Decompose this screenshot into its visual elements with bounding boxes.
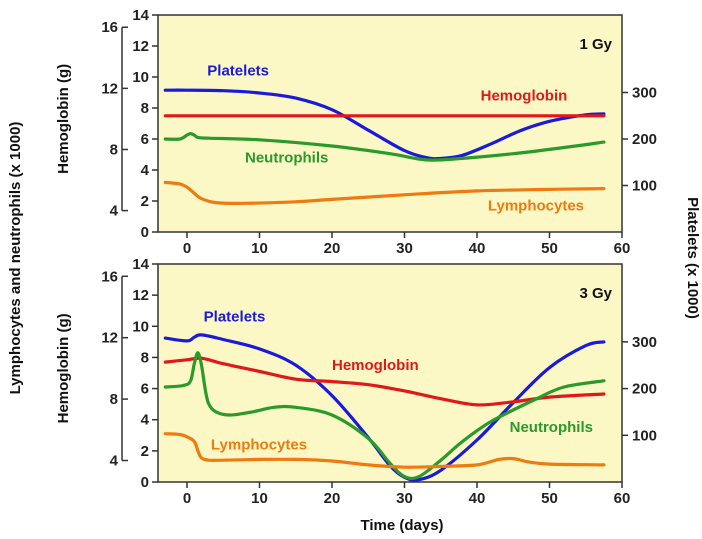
right-axis-title: Platelets (x 1000) [684,197,701,319]
y-tick-label: 8 [141,349,149,366]
x-tick-label: 10 [251,490,268,507]
y-tick-label: 12 [132,38,149,55]
x-tick-label: 60 [614,490,631,507]
right-tick-label: 300 [632,334,657,351]
left-axis-title: Lymphocytes and neutrophils (x 1000) [7,122,24,395]
x-tick-label: 30 [396,240,413,257]
series-line-neutrophils [163,132,606,162]
series-label-neutrophils: Neutrophils [245,149,328,166]
series-line-lymphocytes [163,180,606,205]
right-tick-label: 100 [632,178,657,195]
hemoglobin-tick-label: 16 [101,268,118,285]
x-tick-label: 10 [251,240,268,257]
hemoglobin-tick-label: 4 [110,453,119,470]
series-label-lymphocytes: Lymphocytes [488,197,584,214]
panel-3-gy: 0 2 4 6 8 10 12 14 0 10 20 30 40 50 60 100 200 300 4 8 12 16 H… [55,256,657,507]
x-tick-label: 60 [614,240,631,257]
series-label-hemoglobin: Hemoglobin [481,87,568,104]
series-label-platelets: Platelets [204,309,266,326]
dose-label: 1 Gy [579,36,612,53]
x-tick-label: 40 [469,240,486,257]
hemoglobin-tick-label: 12 [101,80,118,97]
y-tick-label: 6 [141,131,149,148]
series-label-hemoglobin: Hemoglobin [332,357,419,374]
right-tick-label: 200 [632,381,657,398]
hemoglobin-tick-label: 8 [110,141,118,158]
y-tick-label: 4 [141,412,150,429]
panel-1-gy: 0 2 4 6 8 10 12 14 0 10 20 30 40 50 60 100 200 300 4 8 12 16 H… [55,7,657,257]
x-tick-label: 50 [541,240,558,257]
y-tick-label: 6 [141,381,149,398]
right-tick-label: 300 [632,85,657,102]
y-tick-label: 10 [132,69,149,86]
y-tick-label: 0 [141,224,149,241]
x-tick-label: 0 [183,240,191,257]
x-tick-label: 20 [324,490,341,507]
series-line-hemoglobin [163,356,606,407]
y-tick-label: 12 [132,287,149,304]
y-tick-label: 8 [141,100,149,117]
series-label-neutrophils: Neutrophils [510,419,593,436]
x-axis-title: Time (days) [360,517,443,534]
y-tick-label: 2 [141,193,149,210]
x-tick-label: 0 [183,490,191,507]
x-tick-label: 30 [396,490,413,507]
hemoglobin-tick-label: 8 [110,391,118,408]
series-line-lymphocytes [163,432,606,469]
hemoglobin-axis-title: Hemoglobin (g) [55,313,72,423]
x-tick-label: 40 [469,490,486,507]
hemoglobin-tick-label: 16 [101,19,118,36]
dose-label: 3 Gy [579,285,612,302]
x-tick-label: 20 [324,240,341,257]
right-tick-label: 100 [632,427,657,444]
y-tick-label: 14 [132,7,149,24]
series-label-platelets: Platelets [207,62,269,79]
series-label-lymphocytes: Lymphocytes [211,436,307,453]
series-line-neutrophils [163,351,606,481]
y-tick-label: 14 [132,256,149,273]
hemoglobin-axis-title: Hemoglobin (g) [55,64,72,174]
series-line-platelets [163,88,606,161]
x-tick-label: 50 [541,490,558,507]
y-tick-label: 0 [141,474,149,491]
y-tick-label: 2 [141,443,149,460]
right-tick-label: 200 [632,131,657,148]
y-tick-label: 10 [132,318,149,335]
hemoglobin-tick-label: 4 [110,203,119,220]
hemoglobin-tick-label: 12 [101,330,118,347]
y-tick-label: 4 [141,162,150,179]
